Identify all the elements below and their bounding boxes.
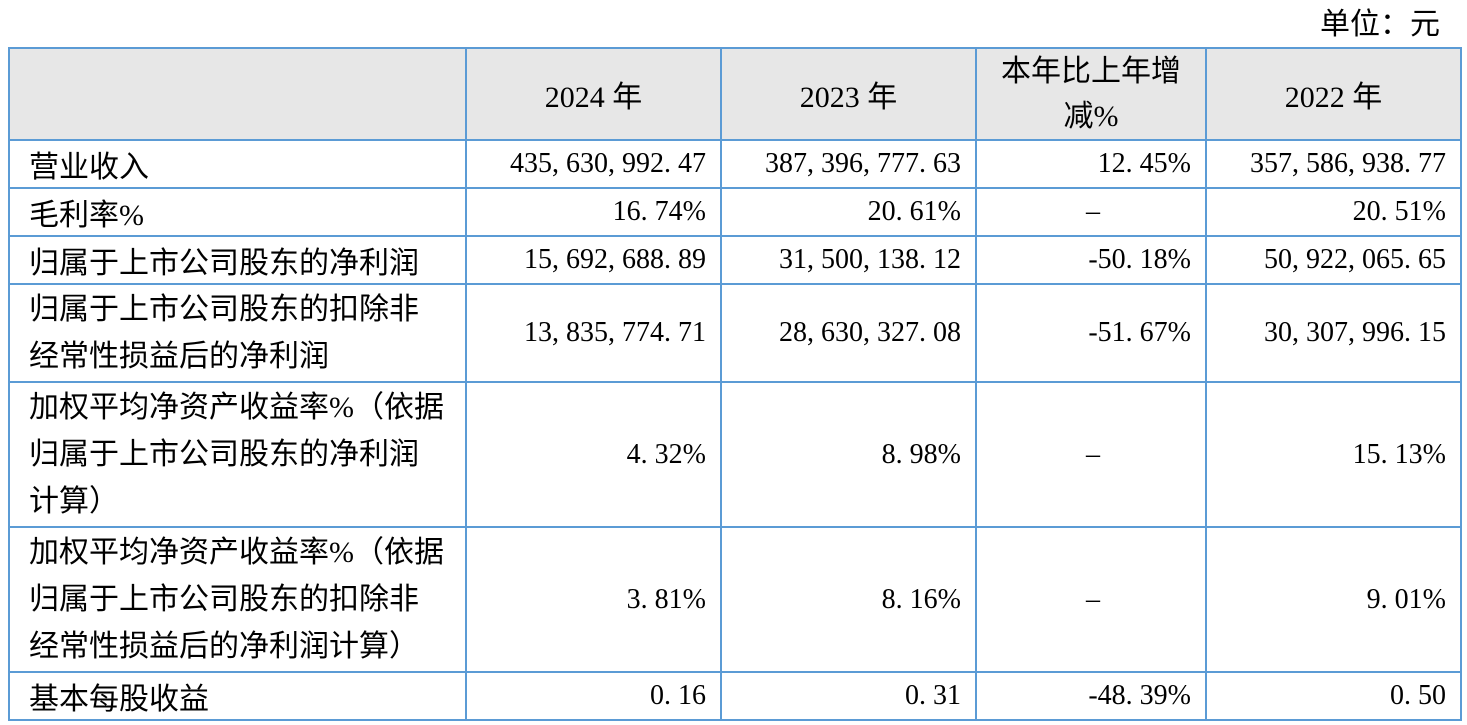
row-label: 加权平均净资产收益率%（依据 归属于上市公司股东的净利润 计算）: [8, 381, 467, 528]
cell-2023: 387, 396, 777. 63: [720, 139, 977, 189]
cell-2024: 4. 32%: [465, 381, 722, 528]
cell-2022: 50, 922, 065. 65: [1205, 235, 1462, 285]
cell-2023: 0. 31: [720, 671, 977, 721]
header-2024: 2024 年: [465, 47, 722, 141]
cell-yoy: 12. 45%: [975, 139, 1207, 189]
cell-2023: 28, 630, 327. 08: [720, 283, 977, 383]
cell-2024: 0. 16: [465, 671, 722, 721]
cell-yoy: –: [975, 187, 1207, 237]
header-2023: 2023 年: [720, 47, 977, 141]
row-label: 归属于上市公司股东的净利润: [8, 235, 467, 285]
cell-2022: 20. 51%: [1205, 187, 1462, 237]
cell-2024: 435, 630, 992. 47: [465, 139, 722, 189]
table-row-operating-revenue: 营业收入 435, 630, 992. 47 387, 396, 777. 63…: [8, 139, 1462, 189]
table-row-weighted-avg-roe-deducting-non-recurring: 加权平均净资产收益率%（依据 归属于上市公司股东的扣除非 经常性损益后的净利润计…: [8, 526, 1462, 673]
row-label: 加权平均净资产收益率%（依据 归属于上市公司股东的扣除非 经常性损益后的净利润计…: [8, 526, 467, 673]
cell-2022: 357, 586, 938. 77: [1205, 139, 1462, 189]
cell-2022: 9. 01%: [1205, 526, 1462, 673]
cell-2023: 8. 98%: [720, 381, 977, 528]
financial-summary-table: 2024 年 2023 年 本年比上年增 减% 2022 年 营业收入 435,…: [8, 47, 1462, 721]
cell-2022: 15. 13%: [1205, 381, 1462, 528]
unit-label: 单位：元: [1320, 8, 1440, 41]
cell-2024: 16. 74%: [465, 187, 722, 237]
header-2022: 2022 年: [1205, 47, 1462, 141]
cell-2024: 3. 81%: [465, 526, 722, 673]
cell-yoy: -50. 18%: [975, 235, 1207, 285]
cell-yoy: -51. 67%: [975, 283, 1207, 383]
table-row-gross-margin: 毛利率% 16. 74% 20. 61% – 20. 51%: [8, 187, 1462, 237]
header-row: 2024 年 2023 年 本年比上年增 减% 2022 年: [8, 47, 1462, 141]
header-metric: [8, 47, 467, 141]
cell-2022: 30, 307, 996. 15: [1205, 283, 1462, 383]
cell-yoy: -48. 39%: [975, 671, 1207, 721]
cell-2023: 20. 61%: [720, 187, 977, 237]
table-row-basic-eps: 基本每股收益 0. 16 0. 31 -48. 39% 0. 50: [8, 671, 1462, 721]
cell-2024: 15, 692, 688. 89: [465, 235, 722, 285]
cell-2024: 13, 835, 774. 71: [465, 283, 722, 383]
row-label: 归属于上市公司股东的扣除非 经常性损益后的净利润: [8, 283, 467, 383]
cell-2023: 31, 500, 138. 12: [720, 235, 977, 285]
cell-2023: 8. 16%: [720, 526, 977, 673]
table-row-net-profit-deducting-non-recurring: 归属于上市公司股东的扣除非 经常性损益后的净利润 13, 835, 774. 7…: [8, 283, 1462, 383]
cell-2022: 0. 50: [1205, 671, 1462, 721]
table-row-net-profit-attributable: 归属于上市公司股东的净利润 15, 692, 688. 89 31, 500, …: [8, 235, 1462, 285]
row-label: 基本每股收益: [8, 671, 467, 721]
row-label: 营业收入: [8, 139, 467, 189]
row-label: 毛利率%: [8, 187, 467, 237]
header-yoy-change: 本年比上年增 减%: [975, 47, 1207, 141]
cell-yoy: –: [975, 526, 1207, 673]
cell-yoy: –: [975, 381, 1207, 528]
table-row-weighted-avg-roe: 加权平均净资产收益率%（依据 归属于上市公司股东的净利润 计算） 4. 32% …: [8, 381, 1462, 528]
